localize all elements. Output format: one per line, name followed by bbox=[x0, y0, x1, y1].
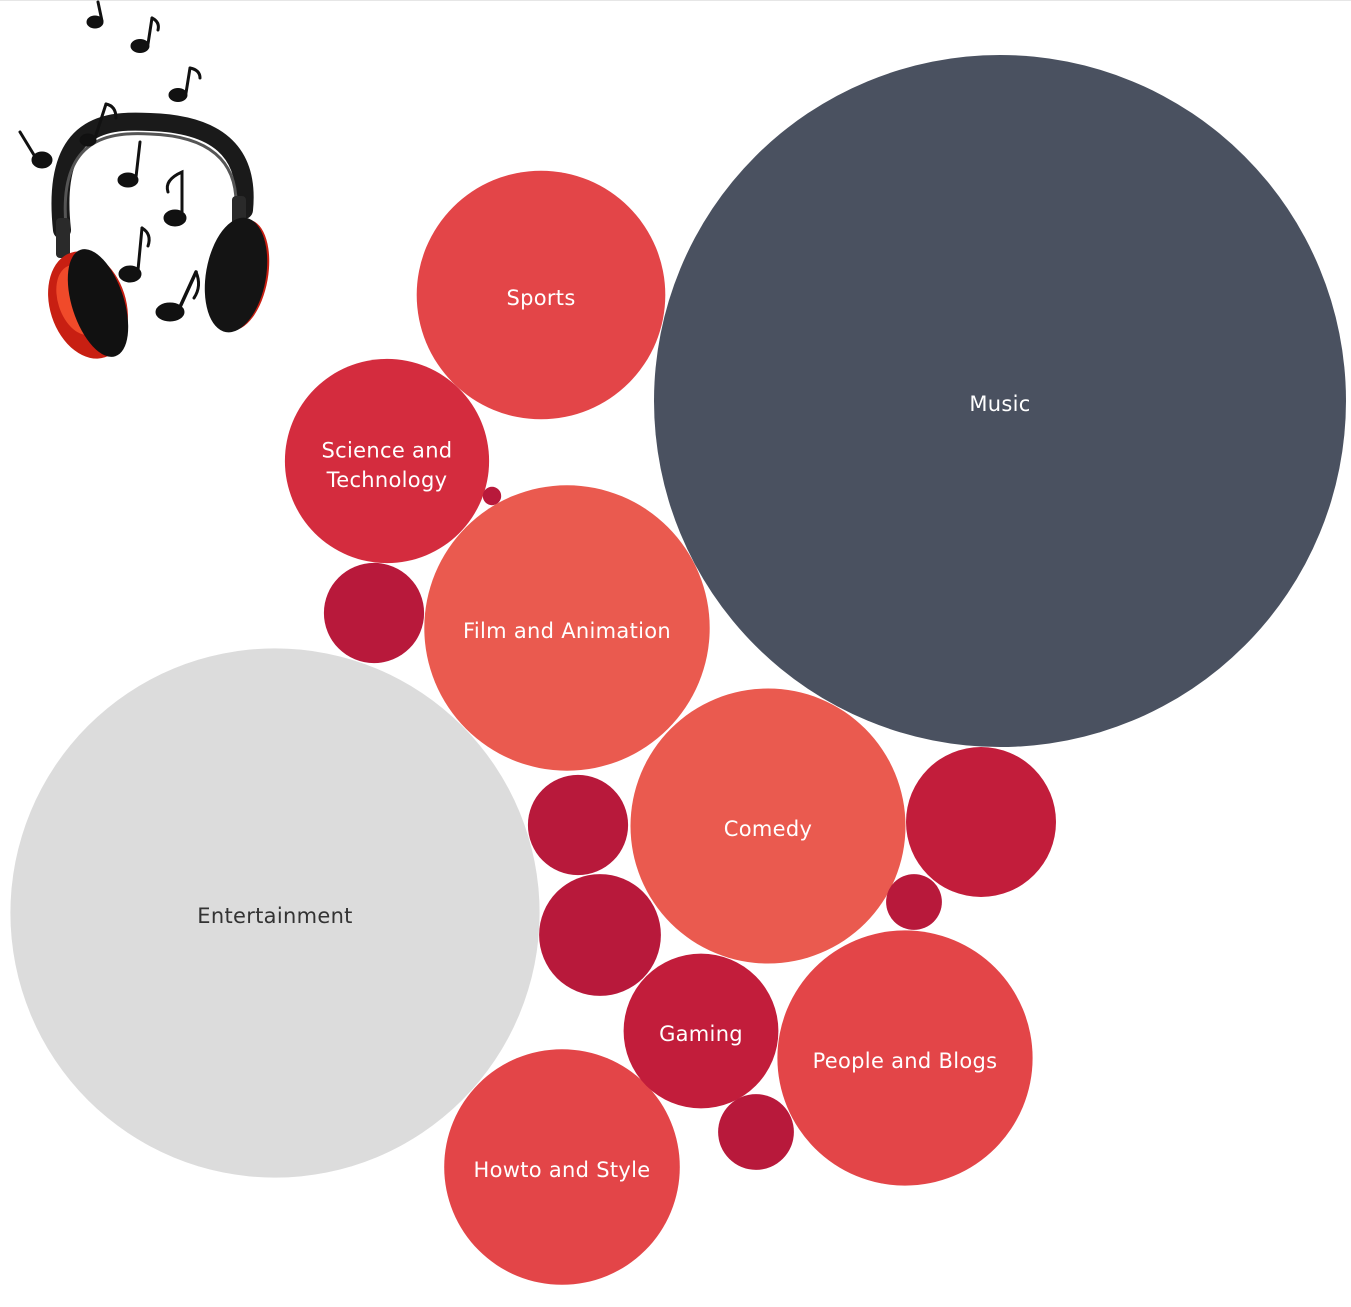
bubble-circle-music[interactable] bbox=[654, 55, 1346, 747]
bubble-label-music: Music bbox=[969, 392, 1030, 416]
bubble-circle-howto-and-style[interactable] bbox=[444, 1049, 680, 1285]
bubble-circle-sports[interactable] bbox=[416, 170, 666, 420]
bubble-label-entertainment: Entertainment bbox=[197, 904, 352, 928]
bubble-circle-unlabeled-10[interactable] bbox=[539, 874, 661, 996]
bubble-unlabeled-10[interactable] bbox=[539, 874, 661, 996]
bubble-circle-people-and-blogs[interactable] bbox=[777, 930, 1033, 1186]
bubble-label-sports: Sports bbox=[506, 286, 575, 310]
bubble-circle-unlabeled-13[interactable] bbox=[718, 1094, 794, 1170]
bubble-science-and-technology[interactable]: Science and Technology bbox=[284, 358, 490, 564]
bubble-sports[interactable]: Sports bbox=[416, 170, 666, 420]
bubble-label-film-and-animation: Film and Animation bbox=[463, 619, 671, 643]
bubble-unlabeled-14[interactable] bbox=[886, 874, 942, 930]
bubble-label-science-and-technology: Science and Technology bbox=[322, 438, 453, 491]
bubble-circle-unlabeled-14[interactable] bbox=[886, 874, 942, 930]
bubble-circle-gaming[interactable] bbox=[623, 953, 779, 1109]
bubble-circle-film-and-animation[interactable] bbox=[424, 485, 710, 771]
bubble-circle-comedy[interactable] bbox=[630, 688, 906, 964]
bubble-circle-unlabeled-9[interactable] bbox=[906, 747, 1056, 897]
bubble-label-comedy: Comedy bbox=[724, 817, 812, 841]
bubble-label-gaming: Gaming bbox=[659, 1022, 743, 1046]
bubble-circle-unlabeled-12[interactable] bbox=[323, 562, 425, 664]
bubble-unlabeled-12[interactable] bbox=[323, 562, 425, 664]
bubble-label-people-and-blogs: People and Blogs bbox=[813, 1049, 998, 1073]
bubbles-layer: Music Entertainment Film and Animation Come… bbox=[10, 55, 1346, 1285]
bubble-gaming[interactable]: Gaming bbox=[623, 953, 779, 1109]
bubble-circle-unlabeled-15[interactable] bbox=[482, 486, 502, 506]
bubble-unlabeled-13[interactable] bbox=[718, 1094, 794, 1170]
bubble-music[interactable]: Music bbox=[654, 55, 1346, 747]
bubble-howto-and-style[interactable]: Howto and Style bbox=[444, 1049, 680, 1285]
bubble-people-and-blogs[interactable]: People and Blogs bbox=[777, 930, 1033, 1186]
bubble-circle-science-and-technology[interactable] bbox=[284, 358, 490, 564]
bubble-circle-entertainment[interactable] bbox=[10, 648, 540, 1178]
bubble-entertainment[interactable]: Entertainment bbox=[10, 648, 540, 1178]
bubble-unlabeled-15[interactable] bbox=[482, 486, 502, 506]
bubble-label-howto-and-style: Howto and Style bbox=[473, 1158, 650, 1182]
bubble-unlabeled-9[interactable] bbox=[906, 747, 1056, 897]
headphones-icon bbox=[18, 0, 270, 359]
bubble-comedy[interactable]: Comedy bbox=[630, 688, 906, 964]
bubble-circle-unlabeled-11[interactable] bbox=[527, 774, 629, 876]
bubble-unlabeled-11[interactable] bbox=[527, 774, 629, 876]
bubble-film-and-animation[interactable]: Film and Animation bbox=[424, 485, 710, 771]
